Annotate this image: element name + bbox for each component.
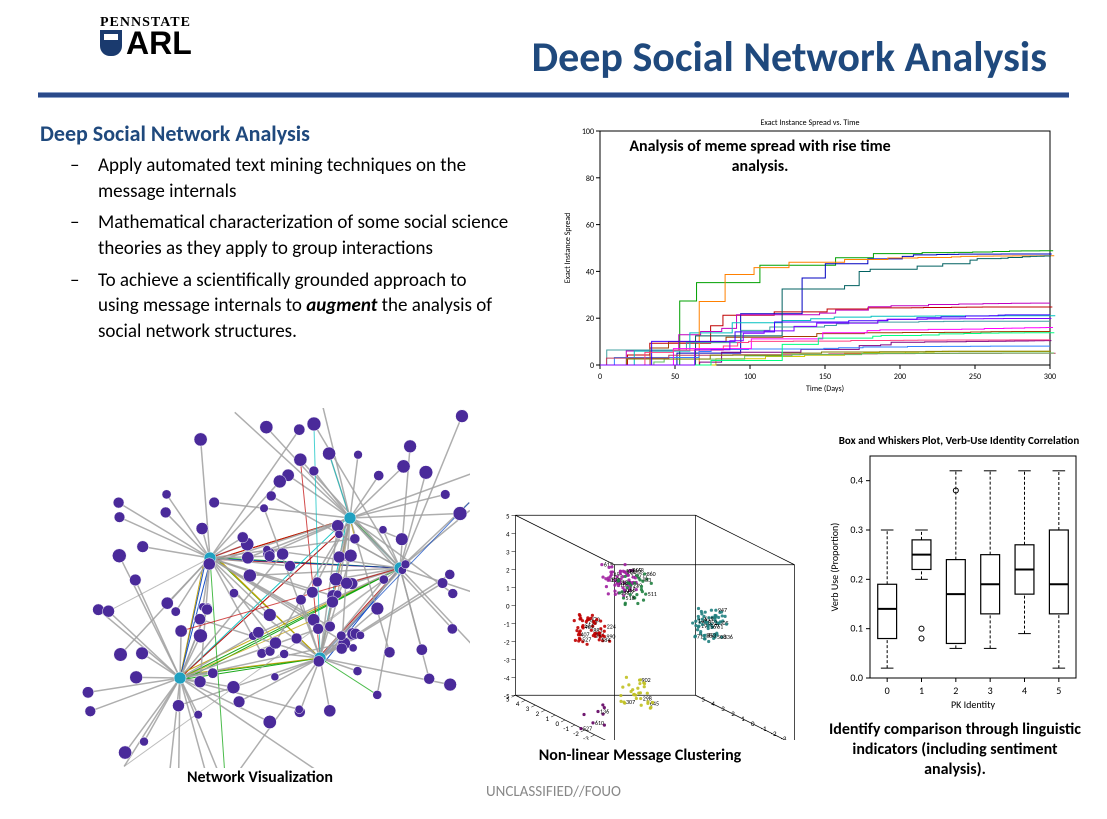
- svg-text:0.0: 0.0: [850, 671, 863, 684]
- svg-text:947: 947: [718, 606, 727, 614]
- svg-text:552: 552: [708, 619, 717, 627]
- svg-text:-3: -3: [781, 734, 787, 740]
- svg-text:4: 4: [1022, 684, 1027, 697]
- svg-text:100: 100: [744, 372, 756, 382]
- svg-text:2: 2: [536, 709, 540, 718]
- shield-icon: [100, 30, 122, 56]
- svg-text:Time (Days): Time (Days): [806, 384, 844, 394]
- title-rule: [38, 92, 1069, 98]
- svg-text:-3: -3: [583, 734, 589, 740]
- svg-text:0: 0: [590, 361, 594, 371]
- svg-text:-2: -2: [573, 729, 579, 738]
- body-list: Apply automated text mining techniques o…: [70, 153, 510, 344]
- svg-text:-1: -1: [563, 724, 569, 733]
- svg-text:-1: -1: [761, 724, 767, 733]
- svg-text:60: 60: [586, 221, 594, 231]
- svg-text:4: 4: [711, 699, 715, 708]
- svg-text:100: 100: [582, 127, 594, 137]
- svg-text:300: 300: [1044, 372, 1056, 382]
- svg-text:4: 4: [516, 699, 520, 708]
- body-bullet: To achieve a scientifically grounded app…: [70, 268, 510, 345]
- svg-text:5: 5: [506, 511, 510, 520]
- slide: PENNSTATE ARL Deep Social Network Analys…: [0, 0, 1107, 819]
- svg-text:3: 3: [988, 684, 993, 697]
- svg-text:200: 200: [894, 372, 906, 382]
- svg-text:-4: -4: [504, 673, 510, 682]
- boxplot-panel: Box and Whiskers Plot, Verb-Use Identity…: [826, 432, 1084, 780]
- svg-text:307: 307: [626, 698, 635, 706]
- svg-text:80: 80: [586, 174, 594, 184]
- svg-text:3: 3: [506, 547, 510, 556]
- body-bullet: Apply automated text mining techniques o…: [70, 153, 510, 204]
- svg-text:50: 50: [671, 372, 679, 382]
- svg-text:0.1: 0.1: [850, 622, 863, 635]
- svg-text:0: 0: [885, 684, 890, 697]
- svg-text:165: 165: [627, 568, 636, 576]
- svg-text:902: 902: [642, 676, 651, 684]
- body-bullet: Mathematical characterization of some so…: [70, 210, 510, 261]
- svg-text:0: 0: [598, 372, 602, 382]
- svg-text:0: 0: [506, 601, 510, 610]
- footer-classification: UNCLASSIFIED//FOUO: [0, 783, 1107, 801]
- svg-text:-4: -4: [593, 739, 599, 740]
- network-visualization: [50, 408, 470, 768]
- boxplot-chart: Box and Whiskers Plot, Verb-Use Identity…: [826, 432, 1084, 712]
- logo-arl-row: ARL: [100, 29, 192, 58]
- meme-spread-chart: Exact Instance Spread vs. Time 0 50 100 150 2…: [560, 115, 1060, 395]
- svg-text:1: 1: [506, 583, 510, 592]
- svg-text:990: 990: [606, 632, 615, 640]
- svg-text:5: 5: [506, 694, 510, 703]
- svg-text:527: 527: [582, 635, 591, 643]
- svg-text:3: 3: [721, 704, 725, 713]
- svg-text:-2: -2: [771, 729, 777, 738]
- svg-text:5: 5: [702, 694, 706, 703]
- svg-text:Box and Whiskers Plot, Verb-Us: Box and Whiskers Plot, Verb-Use Identity…: [839, 434, 1080, 447]
- slide-title: Deep Social Network Analysis: [532, 32, 1047, 83]
- svg-text:4: 4: [506, 529, 510, 538]
- logo-arl-text: ARL: [126, 29, 192, 58]
- clustering-3d-plot: -5-5-5-5-4-4-4-4-3-3-3-3-2-2-2-2-1-1-1-1…: [480, 420, 800, 740]
- svg-text:PK Identity: PK Identity: [951, 698, 995, 711]
- body-heading: Deep Social Network Analysis: [40, 120, 510, 147]
- meme-spread-panel: Exact Instance Spread vs. Time 0 50 100 150 2…: [560, 115, 1060, 395]
- svg-text:853: 853: [707, 631, 716, 639]
- body-block: Deep Social Network Analysis Apply autom…: [40, 120, 510, 350]
- svg-text:1: 1: [741, 714, 745, 723]
- boxplot-caption: Identify comparison through linguistic i…: [826, 720, 1084, 780]
- svg-text:1: 1: [919, 684, 924, 697]
- svg-text:2: 2: [731, 709, 735, 718]
- svg-text:0.3: 0.3: [850, 523, 863, 536]
- svg-text:2: 2: [506, 565, 510, 574]
- svg-text:1: 1: [546, 714, 550, 723]
- svg-text:Exact Instance Spread: Exact Instance Spread: [563, 213, 573, 284]
- svg-text:360: 360: [647, 570, 656, 578]
- svg-text:Exact Instance Spread vs. Time: Exact Instance Spread vs. Time: [760, 118, 859, 128]
- svg-text:610: 610: [595, 719, 604, 727]
- svg-text:3: 3: [526, 704, 530, 713]
- svg-text:0.2: 0.2: [850, 572, 863, 585]
- svg-text:Verb Use (Proportion): Verb Use (Proportion): [828, 523, 841, 612]
- clustering-panel: -5-5-5-5-4-4-4-4-3-3-3-3-2-2-2-2-1-1-1-1…: [480, 420, 800, 766]
- svg-text:-1: -1: [504, 619, 510, 628]
- svg-text:2: 2: [953, 684, 958, 697]
- svg-text:511: 511: [648, 590, 657, 598]
- svg-text:-3: -3: [504, 655, 510, 664]
- pennstate-arl-logo: PENNSTATE ARL: [100, 15, 192, 58]
- svg-text:150: 150: [819, 372, 831, 382]
- svg-text:5: 5: [1056, 684, 1061, 697]
- svg-text:224: 224: [607, 622, 616, 630]
- svg-text:250: 250: [969, 372, 981, 382]
- svg-text:20: 20: [586, 314, 594, 324]
- svg-text:0.4: 0.4: [850, 474, 863, 487]
- svg-text:551: 551: [585, 622, 594, 630]
- network-viz-panel: Network Visualization: [50, 408, 470, 788]
- svg-text:645: 645: [650, 699, 659, 707]
- svg-text:0: 0: [751, 719, 755, 728]
- svg-text:-4: -4: [791, 739, 797, 740]
- svg-text:0: 0: [555, 719, 559, 728]
- svg-text:-2: -2: [504, 637, 510, 646]
- svg-text:527: 527: [583, 725, 592, 733]
- svg-text:40: 40: [586, 267, 594, 277]
- clustering-caption: Non-linear Message Clustering: [480, 746, 800, 766]
